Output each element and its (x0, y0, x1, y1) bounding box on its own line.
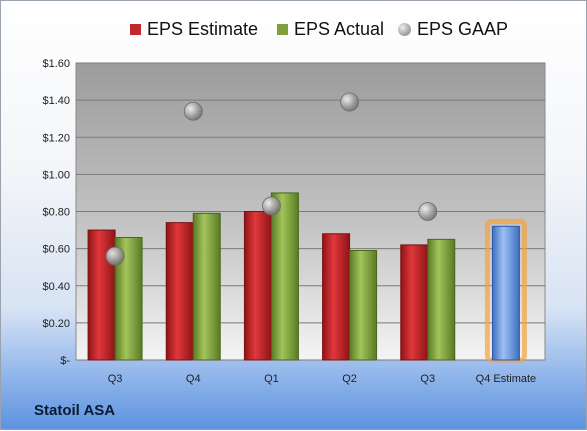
marker-eps-gaap (262, 196, 281, 216)
y-tick-label: $1.00 (42, 169, 70, 181)
bar-q4-estimate (491, 225, 520, 361)
legend-label-eps-gaap: EPS GAAP (417, 18, 509, 39)
y-tick-label: $1.20 (42, 132, 70, 144)
y-tick-label: $0.80 (42, 207, 70, 219)
bar-eps-estimate (322, 233, 351, 361)
bar-eps-actual (270, 192, 299, 361)
legend-eps-estimate: EPS Estimate (130, 17, 258, 41)
legend-swatch-eps-gaap (398, 22, 411, 36)
legend-swatch-eps-estimate (130, 23, 141, 35)
x-tick-label: Q3 (420, 373, 435, 385)
y-tick-label: $0.20 (42, 318, 70, 330)
legend-label-eps-actual: EPS Actual (294, 18, 385, 39)
bar-eps-actual (427, 238, 456, 361)
x-tick-label: Q4 (186, 373, 201, 385)
bar-eps-estimate (400, 244, 429, 361)
y-tick-label: $- (60, 355, 70, 367)
y-tick-label: $0.40 (42, 281, 70, 293)
y-tick-label: $0.60 (42, 244, 70, 256)
y-tick-label: $1.60 (42, 58, 70, 70)
x-tick-label: Q3 (108, 373, 123, 385)
marker-eps-gaap (183, 101, 203, 121)
bar-eps-actual (192, 212, 221, 361)
x-tick-label: Q4 Estimate (476, 373, 537, 385)
marker-eps-gaap (418, 202, 438, 221)
legend-swatch-eps-actual (277, 23, 288, 35)
legend-eps-gaap: EPS GAAP (398, 17, 508, 41)
marker-eps-gaap (105, 246, 125, 266)
company-name: Statoil ASA (34, 402, 116, 419)
legend-label-eps-estimate: EPS Estimate (147, 18, 259, 39)
bar-eps-estimate (165, 222, 194, 361)
x-tick-label: Q1 (264, 373, 279, 385)
bar-eps-actual (349, 249, 378, 361)
legend-eps-actual: EPS Actual (277, 17, 384, 41)
legend: EPS Estimate EPS Actual EPS GAAP (1, 17, 587, 41)
marker-eps-gaap (340, 92, 359, 112)
y-tick-label: $1.40 (42, 95, 70, 107)
x-tick-label: Q2 (342, 373, 357, 385)
bar-eps-estimate (243, 211, 272, 361)
